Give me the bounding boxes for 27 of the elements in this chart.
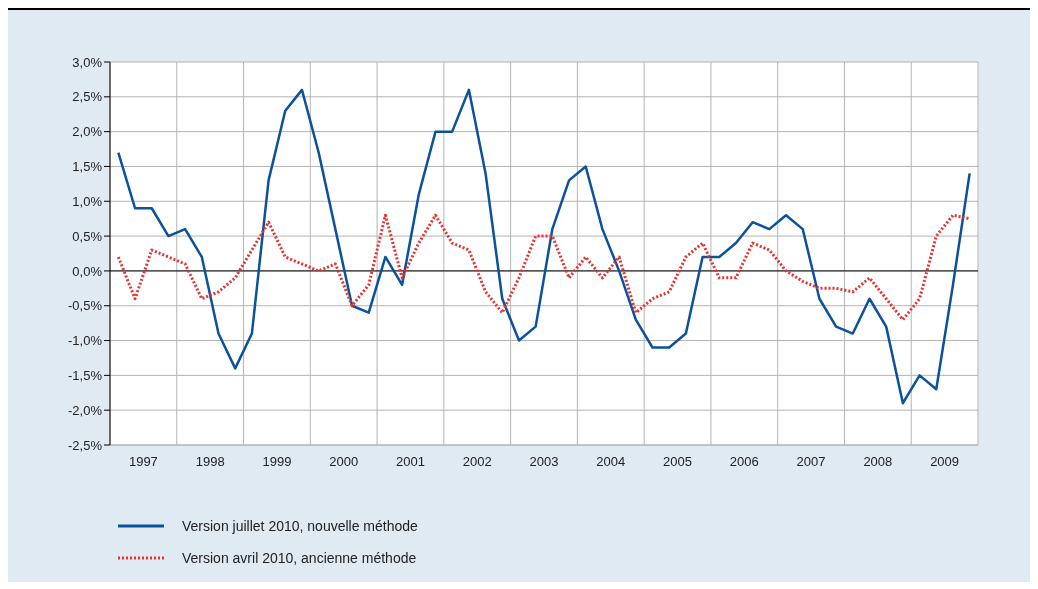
x-tick-label: 2001 [396, 454, 425, 470]
y-tick-label: 0,0% [72, 263, 103, 279]
x-tick-label: 2004 [596, 454, 626, 470]
y-tick-label: -2,0% [68, 402, 103, 418]
y-tick-label: -0,5% [68, 298, 103, 314]
y-tick-label: -2,5% [68, 437, 103, 453]
y-tick-label: 3,0% [72, 54, 103, 70]
y-tick-label: 0,5% [72, 228, 103, 244]
x-tick-label: 2006 [729, 454, 759, 470]
legend-label: Version avril 2010, ancienne méthode [182, 550, 417, 566]
x-tick-label: 2008 [863, 454, 893, 470]
x-tick-label: 1999 [262, 454, 292, 470]
x-tick-label: 1997 [128, 454, 158, 470]
y-tick-label: 2,0% [72, 124, 103, 140]
x-tick-label: 2003 [529, 454, 559, 470]
y-tick-label: 1,0% [72, 193, 103, 209]
y-tick-label: 1,5% [72, 159, 103, 175]
x-tick-label: 2007 [796, 454, 826, 470]
y-tick-label: -1,0% [68, 333, 103, 349]
x-tick-label: 2002 [462, 454, 492, 470]
x-tick-label: 1998 [195, 454, 225, 470]
x-tick-label: 2009 [930, 454, 960, 470]
y-tick-label: 2,5% [72, 89, 103, 105]
x-tick-label: 2000 [329, 454, 359, 470]
legend-label: Version juillet 2010, nouvelle méthode [182, 518, 418, 534]
x-tick-label: 2005 [663, 454, 692, 470]
y-tick-label: -1,5% [68, 367, 103, 383]
